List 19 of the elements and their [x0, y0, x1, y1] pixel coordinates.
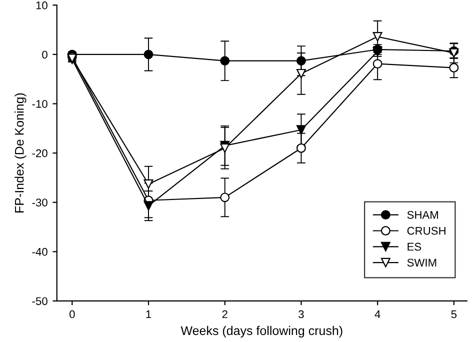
- legend-label: ES: [408, 242, 422, 251]
- x-tick-label: 4: [374, 310, 380, 318]
- x-tick-label: 3: [298, 310, 304, 318]
- y-axis-title: FP-Index (De Koning): [14, 93, 26, 212]
- y-tick-label: -10: [32, 100, 48, 108]
- legend-label: SHAM: [407, 210, 438, 219]
- x-axis-title: Weeks (days following crush): [180, 326, 342, 338]
- y-tick-label: -40: [32, 248, 48, 256]
- legend-label: CRUSH: [407, 226, 446, 235]
- y-tick-label: -50: [32, 297, 48, 306]
- legend-label: SWIM: [407, 258, 436, 267]
- y-tick-label: -30: [32, 198, 48, 206]
- y-tick-label: 10: [36, 1, 48, 10]
- x-tick-label: 1: [146, 310, 152, 318]
- y-tick-label: -20: [32, 149, 48, 158]
- x-tick-label: 5: [451, 310, 457, 318]
- y-tick-label: 0: [42, 50, 48, 59]
- x-tick-label: 0: [69, 310, 75, 318]
- x-tick-label: 2: [222, 310, 228, 318]
